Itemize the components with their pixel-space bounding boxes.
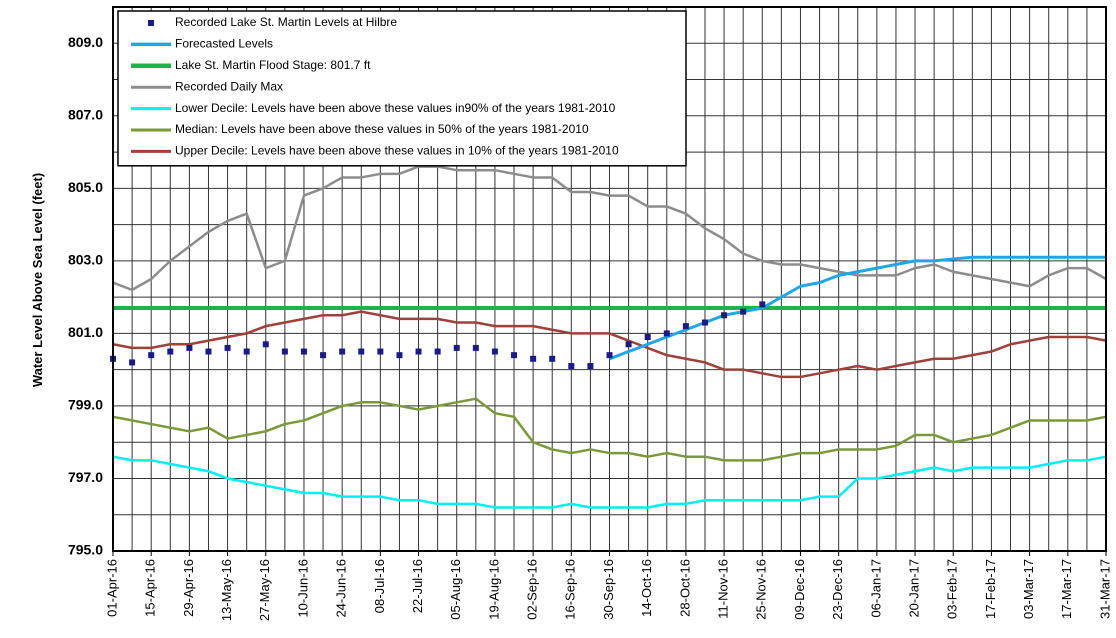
- y-tick-label: 797.0: [68, 469, 103, 485]
- data-point: [243, 348, 250, 355]
- legend-swatch: [148, 20, 154, 26]
- x-tick-label: 08-Jul-16: [372, 559, 387, 613]
- x-tick-label: 11-Nov-16: [716, 559, 731, 619]
- legend-label: Recorded Lake St. Martin Levels at Hilbr…: [175, 15, 397, 29]
- x-tick-label: 27-May-16: [257, 559, 272, 621]
- x-tick-label: 16-Sep-16: [563, 559, 578, 620]
- data-point: [281, 348, 288, 355]
- x-tick-label: 25-Nov-16: [754, 559, 769, 620]
- x-tick-label: 14-Oct-16: [639, 559, 654, 617]
- x-tick-label: 29-Apr-16: [181, 559, 196, 617]
- data-point: [377, 348, 384, 355]
- data-point: [606, 352, 613, 359]
- x-tick-label: 03-Mar-17: [1021, 559, 1036, 619]
- data-point: [568, 363, 575, 370]
- data-point: [491, 348, 498, 355]
- legend-label: Lower Decile: Levels have been above the…: [175, 101, 616, 115]
- data-point: [224, 344, 231, 351]
- plot-border: [112, 6, 1107, 552]
- x-tick-label: 23-Dec-16: [830, 559, 845, 620]
- data-point: [701, 319, 708, 326]
- data-point: [396, 352, 403, 359]
- x-tick-label: 22-Jul-16: [410, 559, 425, 613]
- data-point: [339, 348, 346, 355]
- data-point: [625, 341, 632, 348]
- x-tick-label: 02-Sep-16: [525, 559, 540, 620]
- x-tick-label: 01-Apr-16: [104, 559, 119, 617]
- data-point: [453, 344, 460, 351]
- data-point: [587, 363, 594, 370]
- data-point: [663, 330, 670, 337]
- data-point: [434, 348, 441, 355]
- x-tick-label: 15-Apr-16: [143, 559, 158, 617]
- x-tick-label: 13-May-16: [219, 559, 234, 621]
- x-tick-label: 28-Oct-16: [677, 559, 692, 617]
- y-tick-label: 805.0: [68, 179, 103, 195]
- data-point: [472, 344, 479, 351]
- x-tick-label: 30-Sep-16: [601, 559, 616, 620]
- x-tick-label: 19-Aug-16: [486, 559, 501, 620]
- y-axis-label: Water Level Above Sea Level (feet): [30, 173, 45, 387]
- legend-box: [117, 10, 687, 167]
- y-tick-label: 795.0: [68, 542, 103, 558]
- x-tick-label: 24-Jun-16: [334, 559, 349, 618]
- x-tick-label: 05-Aug-16: [448, 559, 463, 620]
- data-point: [415, 348, 422, 355]
- y-tick-label: 799.0: [68, 397, 103, 413]
- data-point: [682, 323, 689, 330]
- x-tick-label: 06-Jan-17: [868, 559, 883, 618]
- series-line: [112, 310, 1107, 379]
- legend-label: Median: Levels have been above these val…: [175, 122, 589, 136]
- data-point: [530, 355, 537, 362]
- y-tick-label: 803.0: [68, 252, 103, 268]
- data-point: [759, 301, 766, 308]
- x-tick-label: 20-Jan-17: [906, 559, 921, 618]
- data-point: [129, 359, 136, 366]
- series-line: [112, 397, 1107, 462]
- data-point: [148, 352, 155, 359]
- legend-label: Upper Decile: Levels have been above the…: [175, 144, 619, 158]
- x-tick-label: 17-Feb-17: [983, 559, 998, 619]
- data-point: [205, 348, 212, 355]
- series-line: [112, 455, 1107, 509]
- data-point: [358, 348, 365, 355]
- series-line: [112, 165, 1107, 292]
- data-point: [320, 352, 327, 359]
- data-point: [167, 348, 174, 355]
- data-point: [300, 348, 307, 355]
- y-tick-label: 809.0: [68, 34, 103, 50]
- legend: Recorded Lake St. Martin Levels at Hilbr…: [117, 10, 687, 167]
- data-point: [549, 355, 556, 362]
- x-tick-label: 31-Mar-17: [1097, 559, 1112, 619]
- x-tick-label: 09-Dec-16: [792, 559, 807, 620]
- x-tick-label: 17-Mar-17: [1059, 559, 1074, 619]
- legend-label: Forecasted Levels: [175, 37, 273, 51]
- data-point: [740, 308, 747, 315]
- data-point: [721, 312, 728, 319]
- data-point: [186, 344, 193, 351]
- series-line: [608, 255, 1106, 361]
- x-tick-label: 10-Jun-16: [295, 559, 310, 618]
- legend-label: Lake St. Martin Flood Stage: 801.7 ft: [175, 58, 371, 72]
- y-tick-label: 807.0: [68, 107, 103, 123]
- y-tick-label: 801.0: [68, 324, 103, 340]
- data-point: [262, 341, 269, 348]
- data-point: [511, 352, 518, 359]
- legend-label: Recorded Daily Max: [175, 79, 283, 93]
- x-tick-label: 03-Feb-17: [945, 559, 960, 619]
- data-point: [644, 334, 651, 341]
